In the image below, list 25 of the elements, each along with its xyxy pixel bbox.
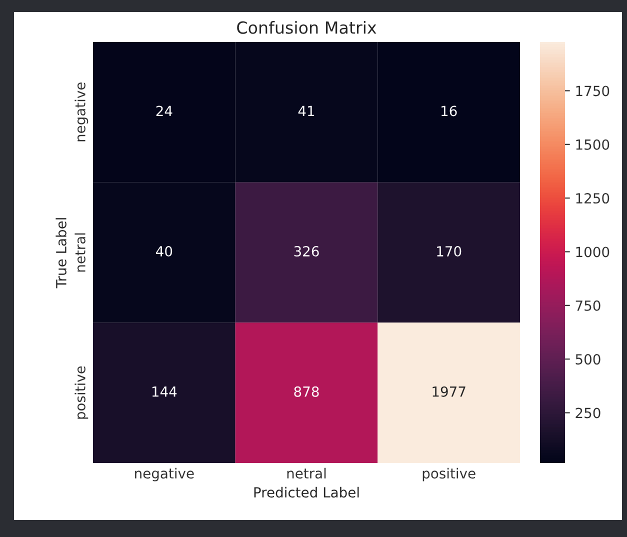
color-bar-label: 250 xyxy=(576,408,600,418)
color-bar-label: 500 xyxy=(576,354,600,365)
x-tick-label: negative xyxy=(135,468,194,482)
y-tick-label: negative xyxy=(74,82,88,142)
x-tick-label: positive xyxy=(422,468,476,482)
x-axis-title: Predicted Label xyxy=(254,486,359,498)
data-label: 1977 xyxy=(432,386,466,397)
data-label: 24 xyxy=(156,106,172,116)
data-label: 170 xyxy=(437,246,462,257)
y-tick-label: positive xyxy=(74,366,88,419)
color-bar-label: 1750 xyxy=(576,86,610,96)
color-bar-label: 1500 xyxy=(576,139,610,150)
data-label: 40 xyxy=(156,246,172,257)
data-label: 144 xyxy=(152,386,177,397)
data-label: 326 xyxy=(294,246,319,257)
data-label: 41 xyxy=(298,106,314,116)
color-bar-label: 1000 xyxy=(576,246,610,258)
data-label: 16 xyxy=(442,106,457,116)
color-bar-label: 750 xyxy=(576,300,600,311)
x-tick-label: netral xyxy=(287,468,326,479)
color-bar-label: 1250 xyxy=(576,193,610,204)
y-tick-label: netral xyxy=(74,233,86,272)
y-axis-title: True Label xyxy=(56,218,66,288)
chart-title: Confusion Matrix xyxy=(237,21,376,34)
data-label: 878 xyxy=(294,386,319,397)
